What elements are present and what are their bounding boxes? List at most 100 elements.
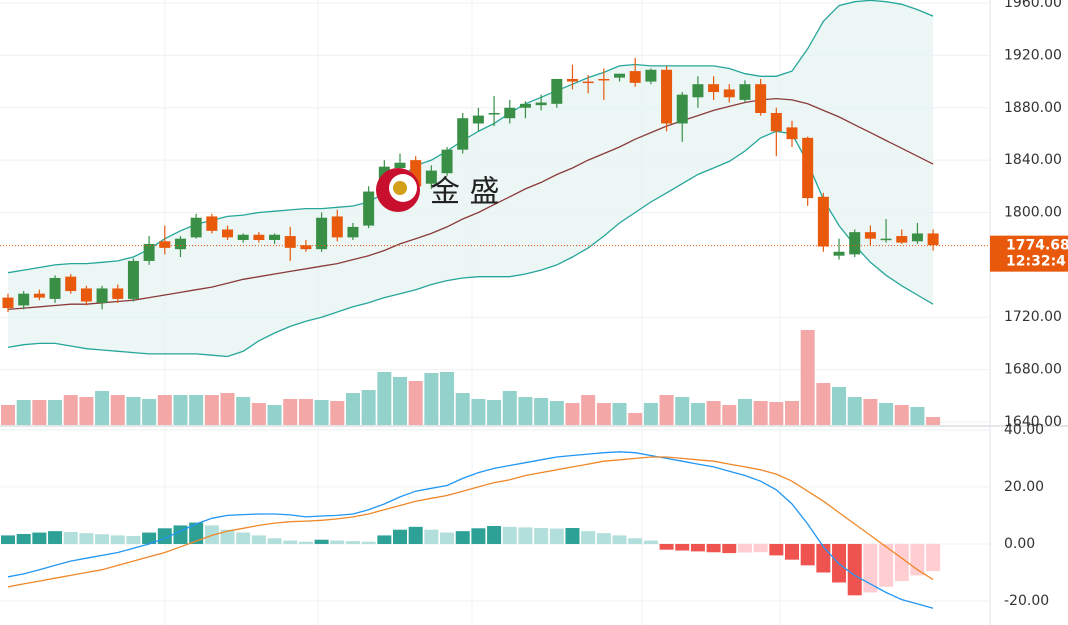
volume-bar (126, 397, 141, 425)
candle-body (331, 216, 343, 238)
candle-body (441, 149, 453, 174)
candle-body (519, 103, 531, 108)
candle-body (222, 229, 234, 238)
volume-bar (722, 405, 737, 425)
y-tick-label: 1840.00 (1004, 152, 1062, 168)
candle-body (629, 71, 641, 83)
candle-body (566, 78, 578, 82)
volume-bar (189, 395, 204, 425)
candle-body (472, 115, 484, 124)
macd-bar (894, 543, 909, 582)
macd-bar (534, 527, 549, 544)
macd-bar (16, 533, 31, 544)
candle-body (237, 234, 249, 240)
macd-bar (236, 532, 251, 544)
macd-bar (643, 540, 658, 544)
band-line (7, 0, 934, 274)
y-tick-label: 1720.00 (1004, 309, 1062, 325)
candle-body (190, 217, 202, 238)
candle-body (598, 78, 610, 81)
macd-bar (361, 541, 376, 544)
macd-bar (722, 543, 737, 554)
macd-bar (690, 543, 705, 552)
last-price-label: 1774.68 (1006, 238, 1068, 254)
volume-bar (361, 390, 376, 425)
volume-bar (690, 403, 705, 425)
volume-bar (267, 405, 282, 425)
y-tick-label: 1920.00 (1004, 47, 1062, 63)
candle-body (159, 241, 171, 248)
volume-bar (157, 395, 172, 425)
band-line (7, 130, 934, 358)
candle-body (65, 276, 77, 292)
macd-bar (487, 526, 502, 544)
y-tick-label: -20.00 (1004, 593, 1049, 609)
candle-body (206, 216, 218, 231)
macd-bar (753, 543, 768, 553)
volume-bar (596, 403, 611, 425)
macd-bar (110, 535, 125, 544)
candle-body (394, 162, 406, 168)
y-tick-label: 20.00 (1004, 479, 1044, 495)
volume-bar (863, 399, 878, 425)
candle-body (410, 160, 422, 187)
macd-bar (48, 531, 63, 544)
volume-bar (283, 399, 298, 425)
candle-body (363, 191, 375, 226)
volume-bar (910, 407, 925, 425)
volume-bar (32, 400, 47, 425)
macd-bar (785, 543, 799, 560)
macd-bar (220, 529, 235, 544)
volume-bar (440, 372, 455, 425)
macd-bar (926, 543, 941, 572)
y-tick-label: 1880.00 (1004, 100, 1062, 116)
volume-bar (769, 402, 784, 425)
volume-bar (63, 395, 78, 425)
volume-bar (847, 397, 862, 425)
volume-bar (95, 391, 110, 425)
logo: 金 盛 (376, 168, 500, 212)
candle-body (551, 78, 563, 104)
macd-bar (502, 526, 517, 544)
macd-bar (79, 533, 94, 544)
volume-bar (894, 405, 909, 425)
volume-bar (800, 330, 815, 425)
macd-bar (1, 535, 15, 544)
candle-body (300, 245, 312, 250)
volume-bar (549, 401, 564, 425)
volume-bar (628, 413, 643, 425)
macd-bar (581, 531, 596, 544)
candle-body (80, 288, 92, 302)
last-price-box (990, 235, 1068, 272)
macd-bar (879, 543, 894, 587)
volume-bar (236, 397, 251, 425)
macd-bar (251, 535, 266, 544)
volume-bar (110, 395, 125, 425)
macd-bar (440, 532, 455, 544)
macd-bar (63, 531, 78, 544)
y-tick-label: 1680.00 (1004, 362, 1062, 378)
volume-bar (816, 383, 831, 425)
macd-bar (800, 543, 815, 566)
macd-bar (142, 532, 157, 544)
candle-body (2, 297, 14, 309)
macd-bar (675, 543, 690, 551)
candle-body (425, 170, 437, 184)
volume-bar (1, 405, 15, 425)
volume-bar (142, 399, 157, 425)
macd-bar (408, 526, 423, 544)
volume-bar (502, 391, 517, 425)
volume-bar (706, 401, 721, 425)
volume-bar (565, 403, 580, 425)
macd-bar (298, 541, 313, 544)
candle-body (676, 94, 688, 124)
candle-body (739, 84, 751, 100)
volume-bar (314, 400, 329, 425)
candle-body (253, 234, 265, 240)
volume-bar (204, 395, 219, 425)
candle-body (692, 84, 704, 98)
candle-body (535, 102, 547, 106)
volume-bar (534, 398, 549, 425)
volume-bar (879, 403, 894, 425)
